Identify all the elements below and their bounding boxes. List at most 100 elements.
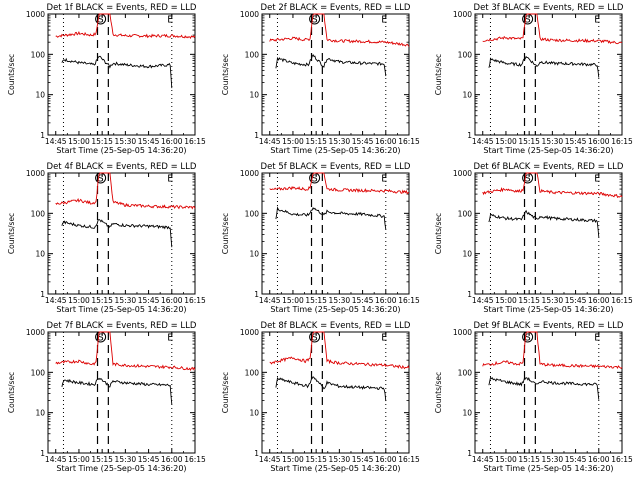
x-tick-label: 15:30 [329,455,351,464]
events-rate-line [61,377,173,405]
events-rate-line [488,55,600,78]
x-tick-label: 15:45 [138,296,160,305]
y-tick-label: 100 [31,50,46,59]
events-rate-line [488,376,600,400]
x-axis-label: Start Time (25-Sep-05 14:36:20) [483,146,613,155]
x-tick-label: 15:45 [138,137,160,146]
x-tick-label: 15:15 [91,455,113,464]
panel-title: Det 2f BLACK = Events, RED = LLD [261,3,411,13]
marker-label-s: S [525,333,531,344]
plot-frame [47,172,196,295]
y-tick-label: 1 [254,131,259,140]
x-tick-label: 15:00 [495,455,517,464]
y-tick-label: 1000 [240,169,259,178]
y-axis-label: Counts/sec [7,54,16,95]
y-tick-label: 100 [245,368,260,377]
x-axis-label: Start Time (25-Sep-05 14:36:20) [56,305,186,314]
x-tick-label: 15:15 [305,137,327,146]
panel-title: Det 9f BLACK = Events, RED = LLD [474,321,624,331]
x-tick-label: 16:00 [161,296,183,305]
x-tick-label: 15:30 [329,296,351,305]
x-tick-label: 16:00 [375,137,397,146]
marker-label-e: E [167,15,173,26]
marker-label-s: S [98,15,104,26]
y-axis-label: Counts/sec [7,372,16,413]
x-tick-label: 15:15 [518,137,540,146]
panel-title: Det 3f BLACK = Events, RED = LLD [474,3,624,13]
x-tick-label: 14:45 [472,137,494,146]
y-axis-label: Counts/sec [434,372,443,413]
plot-frame [261,13,410,136]
x-tick-label: 15:45 [565,296,587,305]
y-tick-label: 1 [467,449,472,458]
x-tick-label: 16:15 [184,455,206,464]
marker-label-e: E [594,333,600,344]
y-tick-label: 1 [467,290,472,299]
panel-title: Det 6f BLACK = Events, RED = LLD [474,162,624,172]
x-tick-label: 16:15 [398,296,420,305]
marker-label-s: S [98,174,104,185]
marker-label-e: E [594,15,600,26]
x-tick-label: 15:00 [495,137,517,146]
lld-rate-line [482,13,623,45]
x-tick-label: 15:15 [305,455,327,464]
x-tick-label: 14:45 [472,455,494,464]
x-tick-label: 16:00 [588,137,610,146]
x-tick-label: 16:00 [161,455,183,464]
y-tick-label: 1000 [453,10,472,19]
y-tick-label: 100 [245,50,260,59]
y-axis-label: Counts/sec [221,213,230,254]
x-tick-label: 16:00 [588,455,610,464]
y-tick-label: 10 [249,250,259,259]
x-axis-label: Start Time (25-Sep-05 14:36:20) [56,146,186,155]
y-tick-label: 1 [40,290,45,299]
x-tick-label: 15:45 [565,455,587,464]
x-tick-label: 16:00 [161,137,183,146]
plot-frame [474,13,623,136]
y-tick-label: 10 [462,409,472,418]
x-tick-label: 16:15 [611,137,633,146]
x-axis-label: Start Time (25-Sep-05 14:36:20) [270,146,400,155]
marker-label-e: E [594,174,600,185]
detector-panel-2: Det 2f BLACK = Events, RED = LLD 1 10 100 10… [221,3,420,155]
y-tick-label: 10 [249,409,259,418]
y-tick-label: 1000 [453,169,472,178]
y-tick-label: 1 [254,449,259,458]
x-tick-label: 15:45 [565,137,587,146]
x-tick-label: 14:45 [45,455,67,464]
y-tick-label: 1000 [26,10,45,19]
y-tick-label: 1000 [26,328,45,337]
marker-label-s: S [312,15,318,26]
y-tick-label: 1 [40,131,45,140]
lld-rate-line [55,13,196,39]
x-tick-label: 15:45 [352,296,374,305]
plot-frame [474,172,623,295]
panel-title: Det 4f BLACK = Events, RED = LLD [47,162,197,172]
events-rate-line [275,54,387,77]
x-axis-label: Start Time (25-Sep-05 14:36:20) [483,305,613,314]
marker-label-e: E [167,333,173,344]
y-tick-label: 10 [462,91,472,100]
x-tick-label: 15:45 [352,455,374,464]
x-axis-label: Start Time (25-Sep-05 14:36:20) [270,305,400,314]
detector-panel-3: Det 3f BLACK = Events, RED = LLD 1 10 100 10… [434,3,633,155]
plot-frame [47,331,196,454]
x-tick-label: 15:15 [518,455,540,464]
y-tick-label: 1 [254,290,259,299]
marker-label-s: S [525,174,531,185]
x-axis-label: Start Time (25-Sep-05 14:36:20) [270,464,400,473]
y-tick-label: 10 [35,91,45,100]
marker-label-e: E [167,174,173,185]
x-tick-label: 15:45 [352,137,374,146]
x-tick-label: 16:15 [611,455,633,464]
x-tick-label: 15:00 [68,455,90,464]
x-tick-label: 16:15 [611,296,633,305]
lld-rate-line [269,13,410,47]
marker-label-e: E [381,15,387,26]
x-tick-label: 14:45 [472,296,494,305]
lld-rate-line [55,331,196,371]
plot-frame [474,331,623,454]
detector-panel-7: Det 7f BLACK = Events, RED = LLD 1 10 100 10… [7,321,206,473]
x-tick-label: 16:00 [588,296,610,305]
y-tick-label: 100 [458,368,473,377]
